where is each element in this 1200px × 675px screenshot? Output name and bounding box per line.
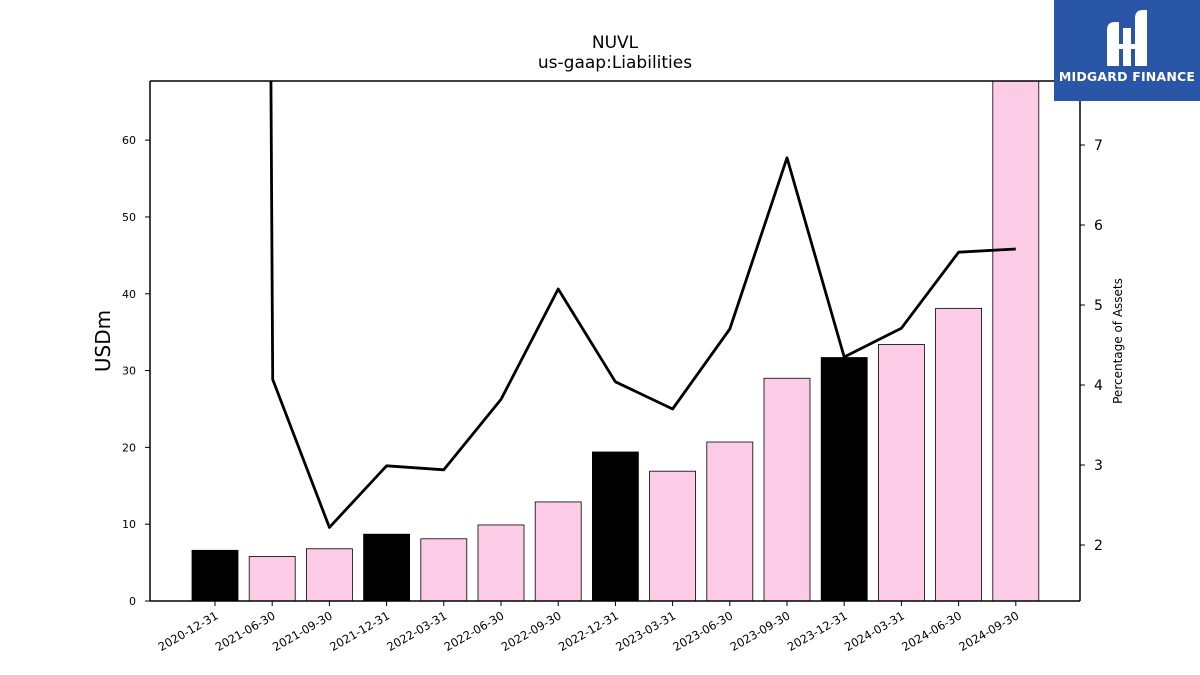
y2tick-label-5: 5 (1094, 298, 1103, 314)
chart-subtitle: us-gaap:Liabilities (538, 53, 692, 73)
bar-2022-06-30 (477, 524, 525, 601)
xtick-label-2021-12-31: 2021-12-31 (327, 608, 392, 654)
chart-title: NUVL (592, 33, 639, 53)
xtick-label-2020-12-31: 2020-12-31 (156, 608, 221, 654)
xtick-label-2023-12-31: 2023-12-31 (785, 608, 850, 654)
xtick-label-2022-09-30: 2022-09-30 (499, 608, 564, 654)
percentage-line (269, 81, 1016, 529)
xtick-label-2023-03-31: 2023-03-31 (613, 608, 678, 654)
bar-2021-06-30 (248, 556, 296, 601)
bar-2023-12-31 (820, 357, 868, 601)
ytick-label-50: 50 (122, 211, 136, 224)
bar-2024-09-30 (992, 81, 1040, 601)
line-layer (269, 81, 1016, 529)
bar-2021-09-30 (305, 548, 353, 601)
bar-2024-03-31 (878, 344, 925, 601)
y2tick-label-7: 7 (1094, 138, 1103, 154)
axes-layer (145, 80, 1085, 606)
y2tick-label-2: 2 (1094, 538, 1103, 554)
bar-2023-06-30 (706, 441, 754, 601)
ytick-label-0: 0 (129, 595, 136, 608)
bar-2021-12-31 (363, 533, 411, 601)
xtick-label-2023-06-30: 2023-06-30 (670, 608, 735, 654)
xtick-label-2022-06-30: 2022-06-30 (442, 608, 507, 654)
xtick-label-2021-09-30: 2021-09-30 (270, 608, 335, 654)
midgard-finance-logo: MIDGARD FINANCE (1054, 0, 1200, 101)
logo-mark-icon (1107, 10, 1147, 66)
bar-2022-12-31 (592, 451, 639, 601)
xtick-label-2022-12-31: 2022-12-31 (556, 608, 621, 654)
y2tick-label-6: 6 (1094, 218, 1103, 234)
xtick-label-2022-03-31: 2022-03-31 (384, 608, 449, 654)
ytick-label-40: 40 (122, 288, 136, 301)
bar-2022-09-30 (534, 501, 582, 601)
ytick-label-60: 60 (122, 134, 136, 147)
ytick-label-30: 30 (122, 365, 136, 378)
xtick-label-2021-06-30: 2021-06-30 (213, 608, 278, 654)
ytick-label-20: 20 (122, 441, 136, 454)
bar-2022-03-31 (420, 538, 468, 601)
bar-2024-06-30 (935, 307, 982, 601)
xtick-label-2024-03-31: 2024-03-31 (842, 608, 907, 654)
y2tick-label-3: 3 (1094, 458, 1103, 474)
bar-2020-12-31 (191, 549, 239, 601)
bar-2023-09-30 (763, 377, 811, 601)
y2tick-label-4: 4 (1094, 378, 1103, 394)
xtick-label-2024-06-30: 2024-06-30 (899, 608, 964, 654)
ytick-label-10: 10 (122, 518, 136, 531)
bars-layer (191, 81, 1040, 601)
xtick-label-2024-09-30: 2024-09-30 (956, 608, 1021, 654)
bar-2023-03-31 (649, 470, 696, 601)
logo-text: MIDGARD FINANCE (1058, 69, 1196, 84)
xtick-label-2023-09-30: 2023-09-30 (728, 608, 793, 654)
y-axis-label: USDm (91, 310, 115, 372)
y2-axis-label: Percentage of Assets (1111, 278, 1125, 404)
